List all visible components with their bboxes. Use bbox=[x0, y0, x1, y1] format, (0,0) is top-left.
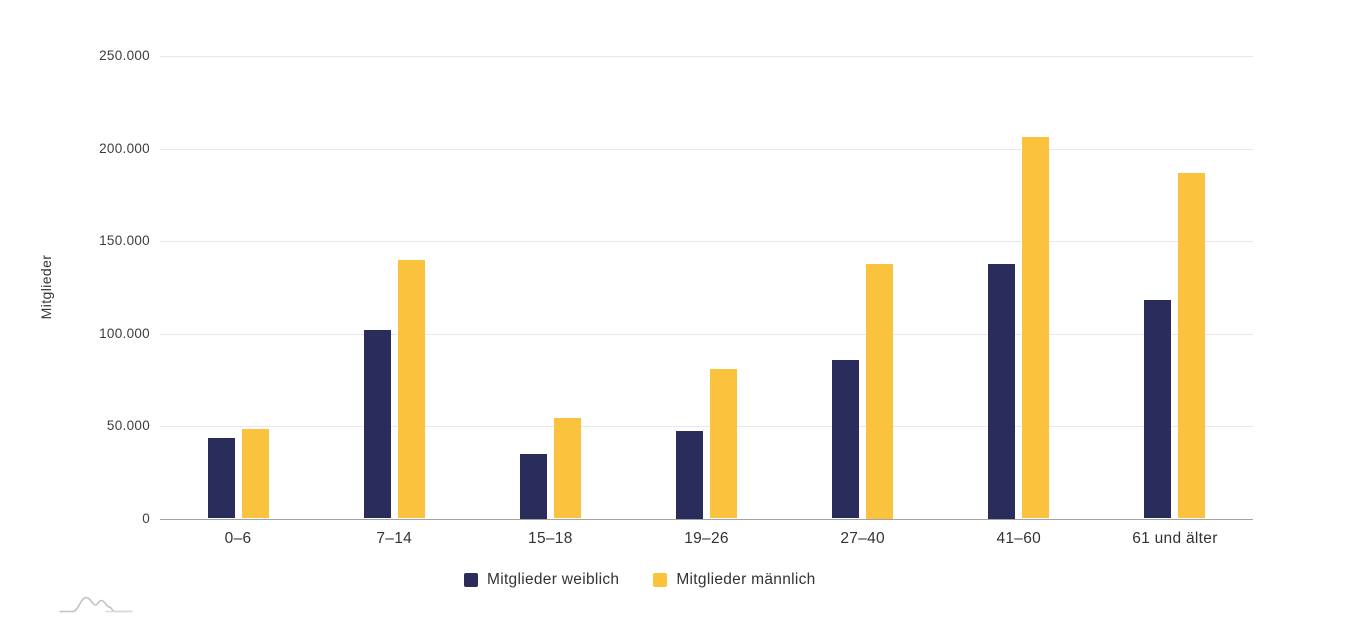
legend-label: Mitglieder weiblich bbox=[487, 571, 620, 588]
gridline bbox=[160, 148, 1253, 150]
legend-swatch bbox=[464, 573, 478, 587]
bar-maennlich-15–18[interactable] bbox=[553, 417, 581, 519]
bar-weiblich-7–14[interactable] bbox=[363, 329, 391, 519]
bar-weiblich-15–18[interactable] bbox=[519, 453, 547, 519]
x-category-label: 19–26 bbox=[684, 530, 729, 547]
x-category-label: 15–18 bbox=[528, 530, 573, 547]
x-category-label: 61 und älter bbox=[1132, 530, 1218, 547]
bar-maennlich-0–6[interactable] bbox=[241, 428, 269, 519]
y-tick-label: 200.000 bbox=[99, 140, 150, 156]
y-tick-label: 100.000 bbox=[99, 325, 150, 341]
bar-maennlich-7–14[interactable] bbox=[397, 260, 425, 519]
bar-maennlich-27–40[interactable] bbox=[866, 264, 894, 519]
legend-label: Mitglieder männlich bbox=[676, 571, 816, 588]
y-tick-label: 250.000 bbox=[99, 48, 150, 63]
legend-item-maennlich[interactable]: Mitglieder männlich bbox=[653, 571, 815, 589]
bar-maennlich-61 und älter[interactable] bbox=[1178, 172, 1206, 519]
legend-item-weiblich[interactable]: Mitglieder weiblich bbox=[464, 571, 619, 589]
bar-weiblich-27–40[interactable] bbox=[832, 360, 860, 519]
x-category-label: 0–6 bbox=[224, 530, 252, 547]
legend-swatch bbox=[653, 573, 668, 587]
gridline bbox=[160, 426, 1253, 427]
bar-weiblich-41–60[interactable] bbox=[988, 264, 1016, 519]
y-tick-label: 50.000 bbox=[106, 418, 150, 433]
bar-weiblich-19–26[interactable] bbox=[676, 430, 703, 519]
bar-weiblich-61 und älter[interactable] bbox=[1144, 300, 1172, 519]
y-axis-title-text: Mitglieder bbox=[38, 254, 54, 320]
y-tick-label: 150.000 bbox=[99, 233, 150, 248]
mountains-logo-icon bbox=[59, 596, 133, 613]
gridline bbox=[160, 241, 1253, 242]
x-category-label: 7–14 bbox=[376, 530, 413, 547]
bar-maennlich-41–60[interactable] bbox=[1022, 137, 1050, 519]
x-axis-line bbox=[160, 518, 1253, 520]
legend: Mitglieder weiblich Mitglieder männlich bbox=[464, 571, 816, 589]
bar-weiblich-0–6[interactable] bbox=[207, 438, 235, 519]
gridline bbox=[160, 333, 1253, 335]
gridline bbox=[160, 56, 1253, 57]
bar-maennlich-19–26[interactable] bbox=[710, 368, 737, 519]
x-category-label: 41–60 bbox=[996, 530, 1042, 547]
x-category-label: 27–40 bbox=[840, 530, 885, 547]
y-tick-label: 0 bbox=[142, 510, 150, 526]
